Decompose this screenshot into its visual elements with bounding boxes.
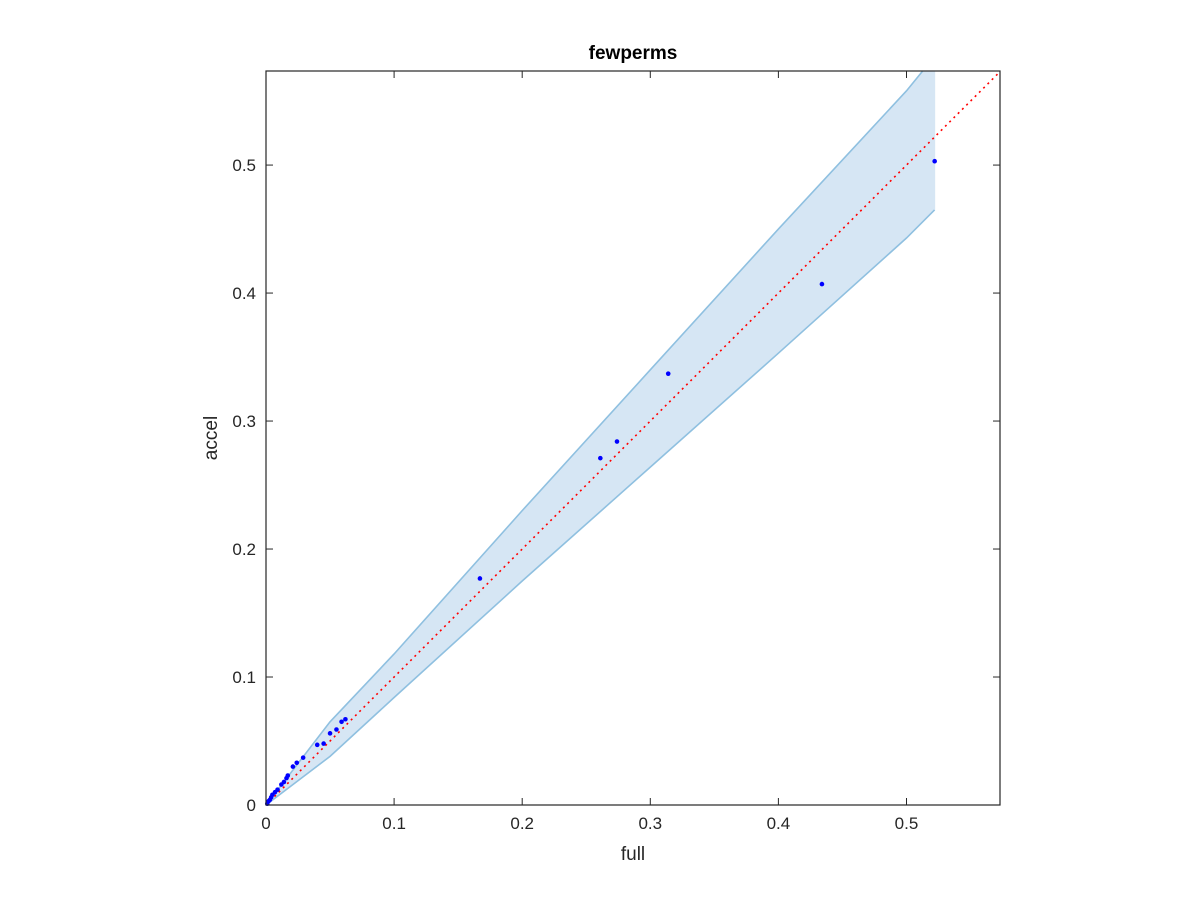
data-point xyxy=(339,719,344,725)
data-point xyxy=(285,773,291,778)
data-point xyxy=(290,764,296,769)
reference-line-layer xyxy=(266,71,1000,805)
data-point xyxy=(614,439,620,444)
data-point xyxy=(343,716,348,722)
x-tick-label: 0.3 xyxy=(638,814,662,833)
plot-frame xyxy=(265,70,1001,806)
x-tick-label: 0 xyxy=(261,814,270,833)
y-tick-label: 0.1 xyxy=(232,668,256,687)
data-point xyxy=(294,760,300,766)
data-point xyxy=(334,727,339,732)
x-tick-label: 0.2 xyxy=(510,814,534,833)
ticks-layer: 0 0.1 0.2 0.3 0.4 0.5 0 0.1 0.2 0.3 0.4 0.5 xyxy=(232,71,1000,833)
data-point xyxy=(932,158,937,164)
data-point xyxy=(819,281,825,287)
x-tick-label: 0.4 xyxy=(767,814,791,833)
band-fill xyxy=(266,71,935,805)
y-tick-label: 0.3 xyxy=(232,412,256,431)
chart-title: fewperms xyxy=(589,43,678,64)
y-tick-label: 0.4 xyxy=(232,284,256,303)
data-point xyxy=(300,755,306,760)
data-point xyxy=(281,779,287,785)
x-tick-label: 0.1 xyxy=(382,814,406,833)
y-tick-label: 0 xyxy=(247,796,256,815)
x-tick-label: 0.5 xyxy=(895,814,919,833)
points-layer xyxy=(264,158,937,807)
data-point xyxy=(327,731,333,736)
y-axis-label: accel xyxy=(201,416,222,460)
y-tick-label: 0.2 xyxy=(232,540,256,559)
x-axis-label: full xyxy=(621,844,645,865)
reference-line xyxy=(266,71,1000,805)
data-point xyxy=(314,742,320,748)
data-point xyxy=(665,371,671,376)
data-point xyxy=(275,787,280,792)
data-point xyxy=(598,455,603,461)
confidence-band xyxy=(266,71,936,805)
data-point xyxy=(321,741,326,746)
data-point xyxy=(477,576,483,581)
y-tick-label: 0.5 xyxy=(232,156,256,175)
band-lower-edge xyxy=(266,209,936,805)
band-upper-edge xyxy=(266,71,924,805)
